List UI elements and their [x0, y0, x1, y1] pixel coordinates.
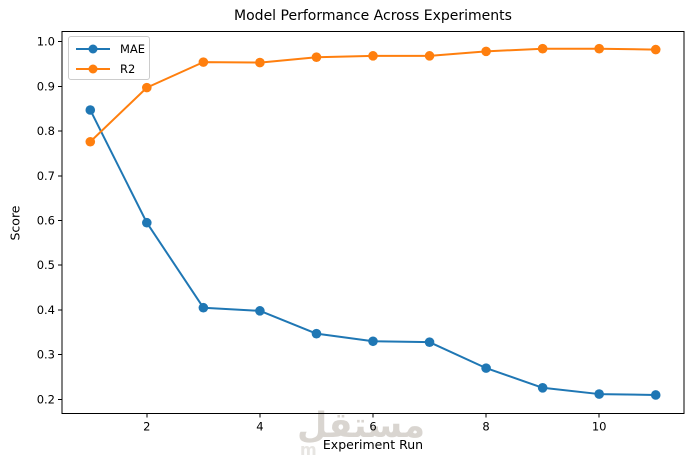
x-tick-label: 10	[592, 419, 607, 433]
y-axis-label: Score	[7, 205, 23, 241]
legend-label: R2	[120, 62, 136, 76]
y-tick-label: 0.7	[37, 169, 55, 183]
mae-marker	[481, 363, 491, 373]
y-tick-label: 1.0	[37, 35, 55, 49]
r2-marker	[85, 136, 96, 147]
mae-marker	[368, 336, 378, 347]
r2-marker	[650, 44, 661, 55]
mae-marker	[255, 306, 265, 316]
y-tick-label: 0.9	[37, 79, 55, 93]
x-axis-label: Experiment Run	[322, 437, 424, 452]
r2-marker	[424, 51, 435, 61]
plot-frame	[61, 31, 685, 414]
x-tick-label: 4	[256, 419, 263, 433]
legend-entry-mae: MAE	[74, 39, 149, 59]
mae-marker	[537, 383, 548, 393]
y-tick-label: 0.5	[37, 258, 55, 272]
legend-sample-dot	[88, 44, 98, 54]
y-tick-label: 0.2	[37, 392, 55, 406]
r2-marker	[255, 57, 265, 68]
x-tick-label: 8	[482, 419, 489, 433]
r2-marker	[198, 57, 209, 67]
mae-marker	[650, 390, 661, 400]
r2-marker	[142, 82, 152, 93]
y-tick-label: 0.4	[37, 303, 55, 317]
r2-marker	[481, 46, 491, 57]
mae-marker	[311, 328, 322, 339]
r2-series-line	[89, 47, 657, 143]
mae-marker	[85, 105, 96, 115]
x-tick-label: 2	[143, 419, 150, 433]
mae-marker	[198, 302, 209, 313]
y-tick-label: 0.3	[37, 348, 55, 362]
x-tick-label: 6	[369, 419, 376, 433]
mae-marker	[424, 337, 435, 347]
mae-marker	[594, 389, 604, 399]
legend: MAE R2	[68, 36, 150, 80]
r2-marker	[311, 52, 322, 62]
r2-marker	[368, 51, 378, 61]
chart-title: Model Performance Across Experiments	[234, 8, 512, 24]
r2-marker	[594, 43, 604, 54]
r2-marker	[537, 43, 548, 54]
legend-label: MAE	[120, 42, 146, 56]
mae-marker	[142, 217, 152, 228]
legend-sample-dot	[88, 64, 98, 74]
legend-marker-r2	[76, 64, 110, 74]
legend-marker-mae	[76, 44, 110, 54]
mae-series-line	[89, 108, 657, 396]
legend-entry-r2: R2	[74, 59, 149, 79]
y-tick-label: 0.8	[37, 124, 55, 138]
y-tick-label: 0.6	[37, 213, 55, 227]
